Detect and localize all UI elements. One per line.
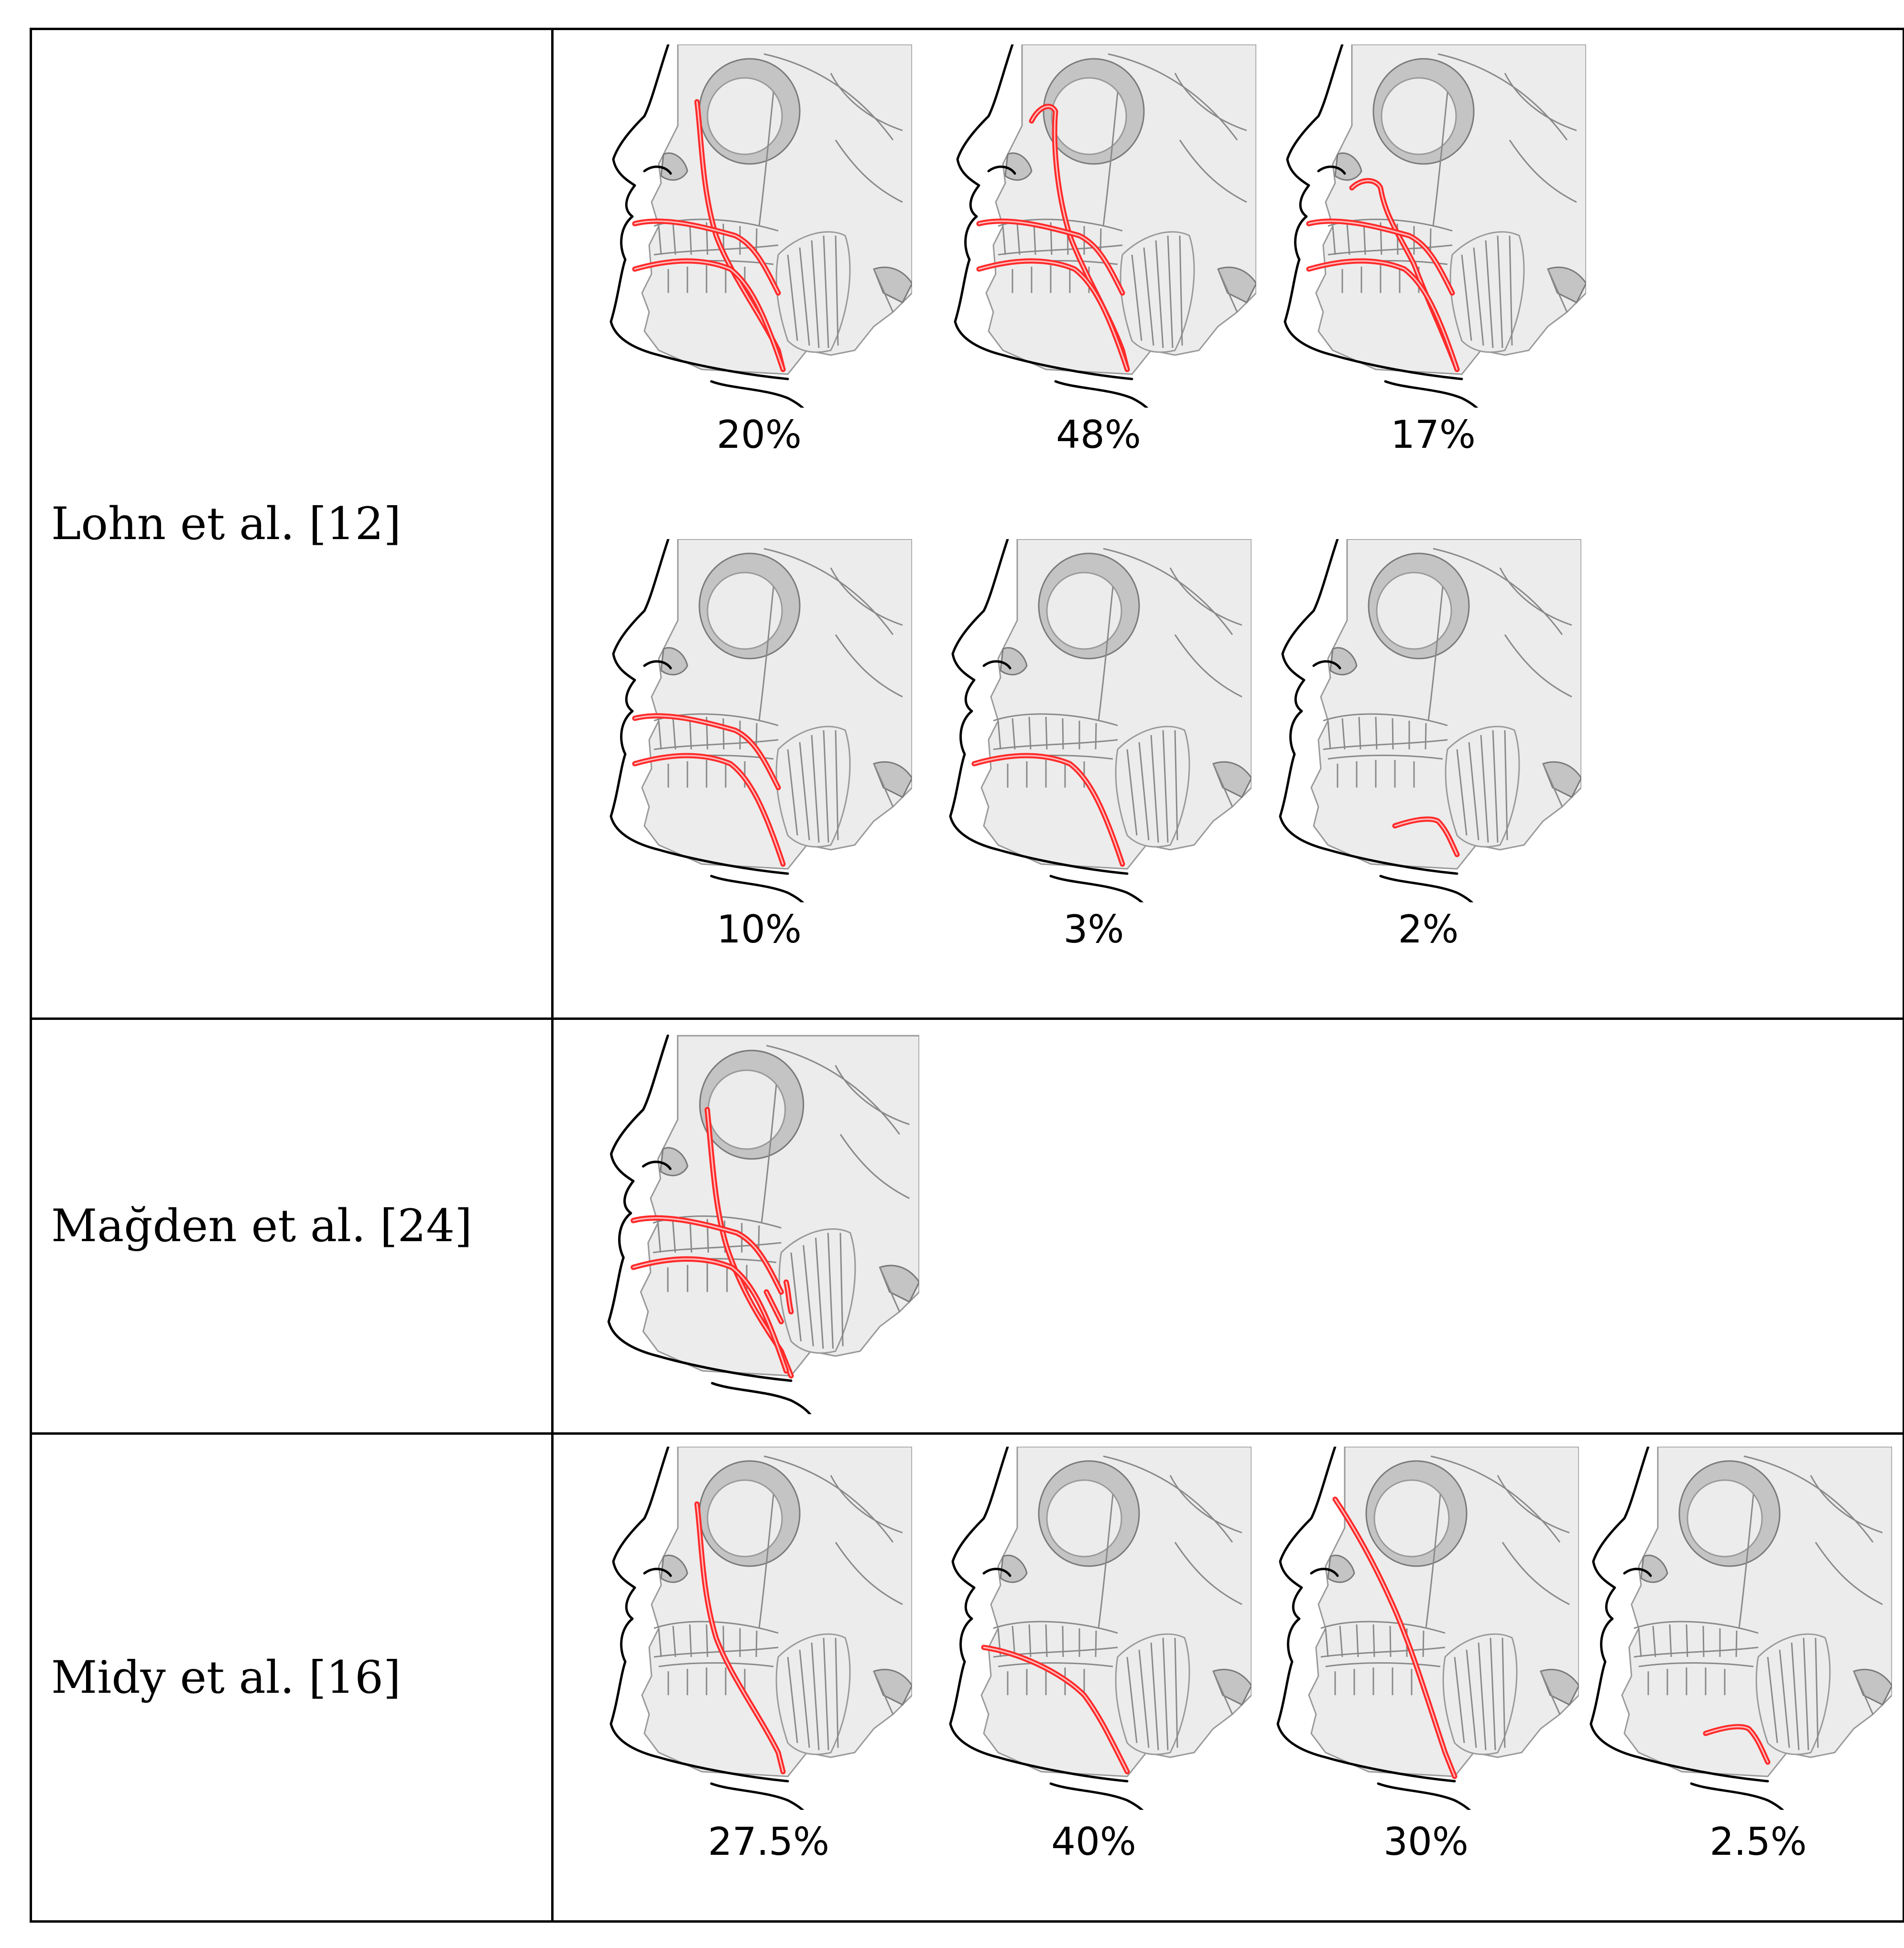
skull-illustration	[609, 44, 912, 408]
row-label-magden: Mağden et al. [24]	[30, 1017, 554, 1435]
skull-illustration	[949, 539, 1251, 902]
skull-illustration	[607, 1034, 919, 1414]
percentage-label: 27.5%	[707, 1819, 830, 1864]
table-row: Lohn et al. [12] 20% 48% 17%	[30, 28, 1904, 1020]
percentage-label: 2.5%	[1709, 1819, 1807, 1864]
percentage-label: 10%	[717, 907, 802, 952]
figure-cell-lohn: 20% 48% 17% 10%	[551, 28, 1904, 1020]
percentage-label: 40%	[1051, 1819, 1136, 1864]
percentage-label: 3%	[1063, 907, 1124, 952]
skull-illustration	[954, 44, 1256, 408]
percentage-label: 48%	[1056, 412, 1141, 457]
row-label-lohn: Lohn et al. [12]	[30, 28, 554, 1020]
skull-illustration	[1279, 539, 1581, 902]
table-row: Midy et al. [16] 27.5% 40% 30%	[30, 1432, 1904, 1923]
skull-illustration	[609, 1447, 912, 1810]
percentage-label: 2%	[1398, 907, 1459, 952]
skull-illustration	[609, 539, 912, 902]
percentage-label: 20%	[717, 412, 802, 457]
skull-illustration	[1284, 44, 1586, 408]
figure-cell-midy: 27.5% 40% 30% 2.5%	[551, 1432, 1904, 1923]
figure-cell-magden	[551, 1017, 1904, 1435]
figure-table: Lohn et al. [12] 20% 48% 17%	[30, 28, 1904, 1923]
table-row: Mağden et al. [24]	[30, 1017, 1904, 1435]
row-label-midy: Midy et al. [16]	[30, 1432, 554, 1923]
skull-illustration	[1276, 1447, 1579, 1810]
skull-illustration	[949, 1447, 1251, 1810]
skull-illustration	[1589, 1447, 1892, 1810]
percentage-label: 17%	[1391, 412, 1476, 457]
percentage-label: 30%	[1383, 1819, 1469, 1864]
